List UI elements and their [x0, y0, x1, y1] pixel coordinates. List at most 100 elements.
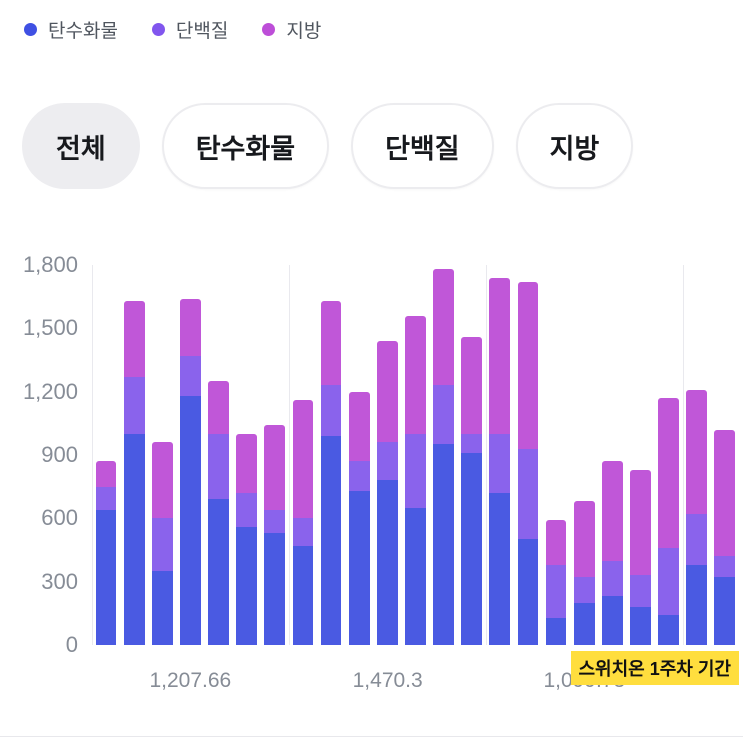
legend-label-fat: 지방 [286, 21, 322, 42]
bars-container [92, 265, 739, 645]
y-axis-label: 1,200 [22, 378, 78, 404]
bar [601, 461, 623, 645]
segment-fat [433, 269, 454, 386]
segment-protein [573, 577, 595, 603]
segment-protein [433, 385, 454, 445]
segment-fat [461, 336, 483, 434]
legend-item-carb[interactable]: 탄수화물 [24, 16, 118, 43]
segment-fat [292, 400, 314, 519]
y-axis-label: 1,500 [22, 315, 78, 341]
segment-fat [517, 281, 539, 449]
fat-dot-icon [262, 23, 276, 36]
stacked-bar[interactable] [120, 265, 148, 645]
segment-fat [180, 298, 201, 356]
bar [180, 298, 201, 645]
segment-protein [517, 448, 539, 540]
stacked-bar[interactable] [430, 265, 458, 645]
segment-protein [686, 514, 708, 565]
protein-dot-icon [151, 23, 165, 36]
stacked-bar[interactable] [373, 265, 401, 645]
segment-fat [714, 429, 736, 557]
stacked-bar[interactable] [655, 265, 683, 645]
segment-carb [461, 452, 483, 645]
bar [123, 300, 145, 645]
segment-fat [686, 389, 708, 515]
stacked-bar[interactable] [233, 265, 261, 645]
annotation-badge: 스위치온 1주차 기간 [570, 651, 739, 685]
segment-carb [405, 507, 426, 645]
segment-fat [151, 442, 173, 519]
segment-fat [123, 300, 145, 377]
legend-item-protein[interactable]: 단백질 [151, 16, 228, 43]
filter-chip-fat[interactable]: 지방 [515, 103, 634, 189]
stacked-bar[interactable] [626, 265, 654, 645]
stacked-bar[interactable] [683, 265, 711, 645]
stacked-bar-chart: 스위치온 1주차 기간 0 300 600 900 1,200 1,500 1,800 1,2… [0, 245, 743, 715]
bar [208, 381, 229, 645]
segment-fat [405, 315, 426, 434]
y-axis-label: 900 [41, 442, 78, 467]
carb-dot-icon [24, 23, 37, 36]
bar [320, 300, 342, 645]
segment-carb [151, 571, 173, 645]
segment-protein [461, 433, 483, 453]
stacked-bar[interactable] [176, 265, 204, 645]
segment-fat [376, 341, 398, 443]
gridline-vertical [288, 265, 290, 645]
bar [236, 433, 258, 645]
segment-carb [123, 433, 145, 645]
bar [573, 501, 595, 645]
segment-carb [545, 617, 567, 645]
segment-fat [630, 469, 651, 576]
segment-carb [658, 615, 679, 645]
y-axis-label: 1,800 [22, 252, 78, 277]
segment-protein [95, 486, 117, 510]
stacked-bar[interactable] [570, 265, 598, 645]
stacked-bar[interactable] [148, 265, 176, 645]
segment-protein [292, 518, 314, 546]
stacked-bar[interactable] [458, 265, 486, 645]
stacked-bar[interactable] [711, 265, 739, 645]
filter-chip-all[interactable]: 전체 [22, 103, 140, 189]
segment-protein [489, 433, 511, 493]
bar [264, 425, 286, 645]
segment-carb [95, 509, 117, 645]
segment-protein [123, 376, 145, 434]
stacked-bar[interactable] [261, 265, 289, 645]
y-axis-label: 600 [41, 505, 78, 531]
bar [95, 461, 117, 645]
segment-protein [405, 433, 426, 508]
segment-fat [236, 433, 258, 494]
segment-carb [292, 545, 314, 645]
stacked-bar[interactable] [486, 265, 514, 645]
plot-area [92, 265, 739, 645]
segment-protein [236, 493, 258, 527]
stacked-bar[interactable] [542, 265, 570, 645]
legend-item-fat[interactable]: 지방 [262, 16, 321, 43]
segment-carb [601, 596, 623, 645]
bar [545, 520, 567, 645]
segment-carb [433, 444, 454, 645]
bar [461, 336, 483, 645]
segment-fat [545, 520, 567, 565]
stacked-bar[interactable] [205, 265, 233, 645]
stacked-bar[interactable] [514, 265, 542, 645]
segment-protein [601, 560, 623, 597]
stacked-bar[interactable] [345, 265, 373, 645]
stacked-bar[interactable] [598, 265, 626, 645]
filter-chip-protein[interactable]: 단백질 [351, 103, 494, 189]
filter-chip-carb[interactable]: 탄수화물 [161, 103, 330, 189]
bar [405, 315, 426, 645]
stacked-bar[interactable] [92, 265, 120, 645]
y-axis-label: 0 [65, 632, 78, 657]
bar [376, 341, 398, 645]
stacked-bar[interactable] [401, 265, 429, 645]
segment-carb [348, 490, 370, 645]
segment-carb [208, 499, 229, 645]
stacked-bar[interactable] [289, 265, 317, 645]
segment-fat [208, 381, 229, 434]
stacked-bar[interactable] [317, 265, 345, 645]
segment-carb [517, 539, 539, 645]
segment-protein [545, 564, 567, 618]
segment-carb [573, 602, 595, 645]
